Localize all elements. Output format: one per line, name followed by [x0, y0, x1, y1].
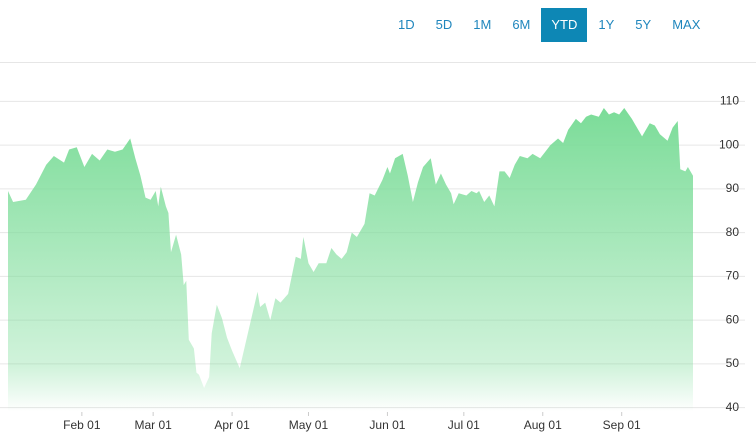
y-tick-label: 60: [726, 312, 740, 326]
y-tick-label: 90: [726, 181, 740, 195]
range-button[interactable]: YTD: [541, 8, 588, 42]
range-button[interactable]: 1Y: [598, 17, 615, 32]
price-area: [8, 107, 693, 412]
y-tick-label: 100: [719, 137, 739, 151]
y-tick-label: 40: [726, 400, 740, 414]
range-button[interactable]: 5Y: [635, 17, 652, 32]
range-button[interactable]: 1D: [398, 17, 415, 32]
x-tick-label: Aug 01: [524, 418, 562, 432]
x-tick-label: Jul 01: [448, 418, 480, 432]
y-tick-label: 50: [726, 356, 740, 370]
range-selector: 1D 5D 1M 6M YTD 1Y 5Y MAX: [388, 8, 711, 42]
x-tick-label: Feb 01: [63, 418, 101, 432]
y-tick-label: 80: [726, 225, 740, 239]
y-tick-label: 70: [726, 269, 740, 283]
range-button[interactable]: 6M: [512, 17, 531, 32]
x-tick-label: Apr 01: [214, 418, 250, 432]
range-button[interactable]: 1M: [473, 17, 492, 32]
x-tick-label: Jun 01: [369, 418, 405, 432]
range-button[interactable]: 5D: [435, 17, 453, 32]
x-tick-label: Mar 01: [134, 418, 172, 432]
y-tick-label: 110: [720, 94, 739, 108]
x-tick-label: May 01: [289, 418, 329, 432]
x-tick-label: Sep 01: [603, 418, 641, 432]
range-button[interactable]: MAX: [672, 17, 701, 32]
